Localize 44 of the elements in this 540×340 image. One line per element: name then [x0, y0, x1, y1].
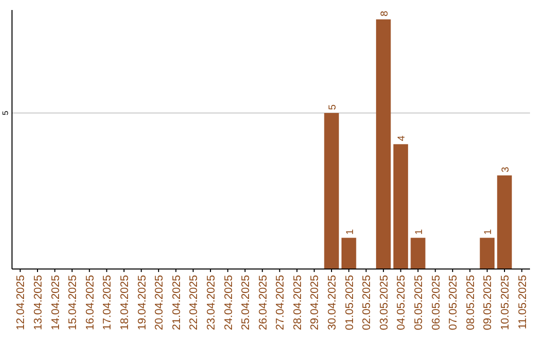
x-tick-label: 19.04.2025	[136, 275, 148, 330]
data-label: 4	[396, 135, 408, 142]
x-tick-label: 26.04.2025	[257, 275, 270, 330]
x-tick-label: 11.05.2025	[516, 275, 529, 330]
data-label: 3	[500, 166, 512, 172]
bar	[324, 112, 339, 269]
x-tick-label: 25.04.2025	[240, 275, 252, 330]
bar	[393, 144, 408, 269]
bar	[341, 238, 356, 269]
data-label: 1	[344, 228, 356, 235]
x-tick-label: 16.04.2025	[84, 275, 96, 330]
bar	[497, 175, 512, 269]
bar	[480, 238, 495, 269]
x-tick-label: 12.04.2025	[15, 275, 28, 330]
bar	[376, 19, 391, 269]
x-tick-label: 28.04.2025	[292, 275, 304, 330]
x-tick-label: 27.04.2025	[274, 275, 287, 330]
x-tick-label: 13.04.2025	[32, 275, 45, 330]
x-tick-label: 24.04.2025	[222, 275, 235, 330]
data-label: 1	[414, 228, 426, 235]
x-tick-label: 21.04.2025	[170, 275, 183, 330]
x-tick-label: 08.05.2025	[464, 275, 477, 330]
x-tick-label: 06.05.2025	[430, 275, 442, 330]
x-tick-label: 01.05.2025	[344, 275, 356, 330]
x-tick-label: 15.04.2025	[67, 275, 80, 330]
x-tick-label: 14.04.2025	[50, 275, 62, 330]
x-tick-label: 03.05.2025	[378, 275, 390, 330]
x-tick-label: 10.05.2025	[499, 275, 512, 330]
x-tick-label: 30.04.2025	[326, 275, 339, 330]
x-tick-label: 04.05.2025	[396, 275, 408, 330]
data-label: 1	[483, 228, 494, 235]
bar	[410, 238, 426, 269]
data-label: 5	[328, 104, 339, 110]
x-tick-label: 07.05.2025	[448, 275, 460, 330]
x-tick-label: 29.04.2025	[309, 275, 322, 330]
x-tick-label: 05.05.2025	[413, 275, 426, 330]
x-tick-label: 02.05.2025	[361, 275, 374, 330]
x-tick-label: 22.04.2025	[188, 275, 200, 330]
x-tick-label: 20.04.2025	[154, 275, 166, 330]
x-tick-label: 23.04.2025	[205, 275, 218, 330]
x-tick-label: 09.05.2025	[482, 275, 494, 330]
x-tick-label: 17.04.2025	[102, 275, 114, 330]
x-tick-label: 18.04.2025	[118, 275, 131, 330]
data-label: 8	[379, 10, 390, 16]
